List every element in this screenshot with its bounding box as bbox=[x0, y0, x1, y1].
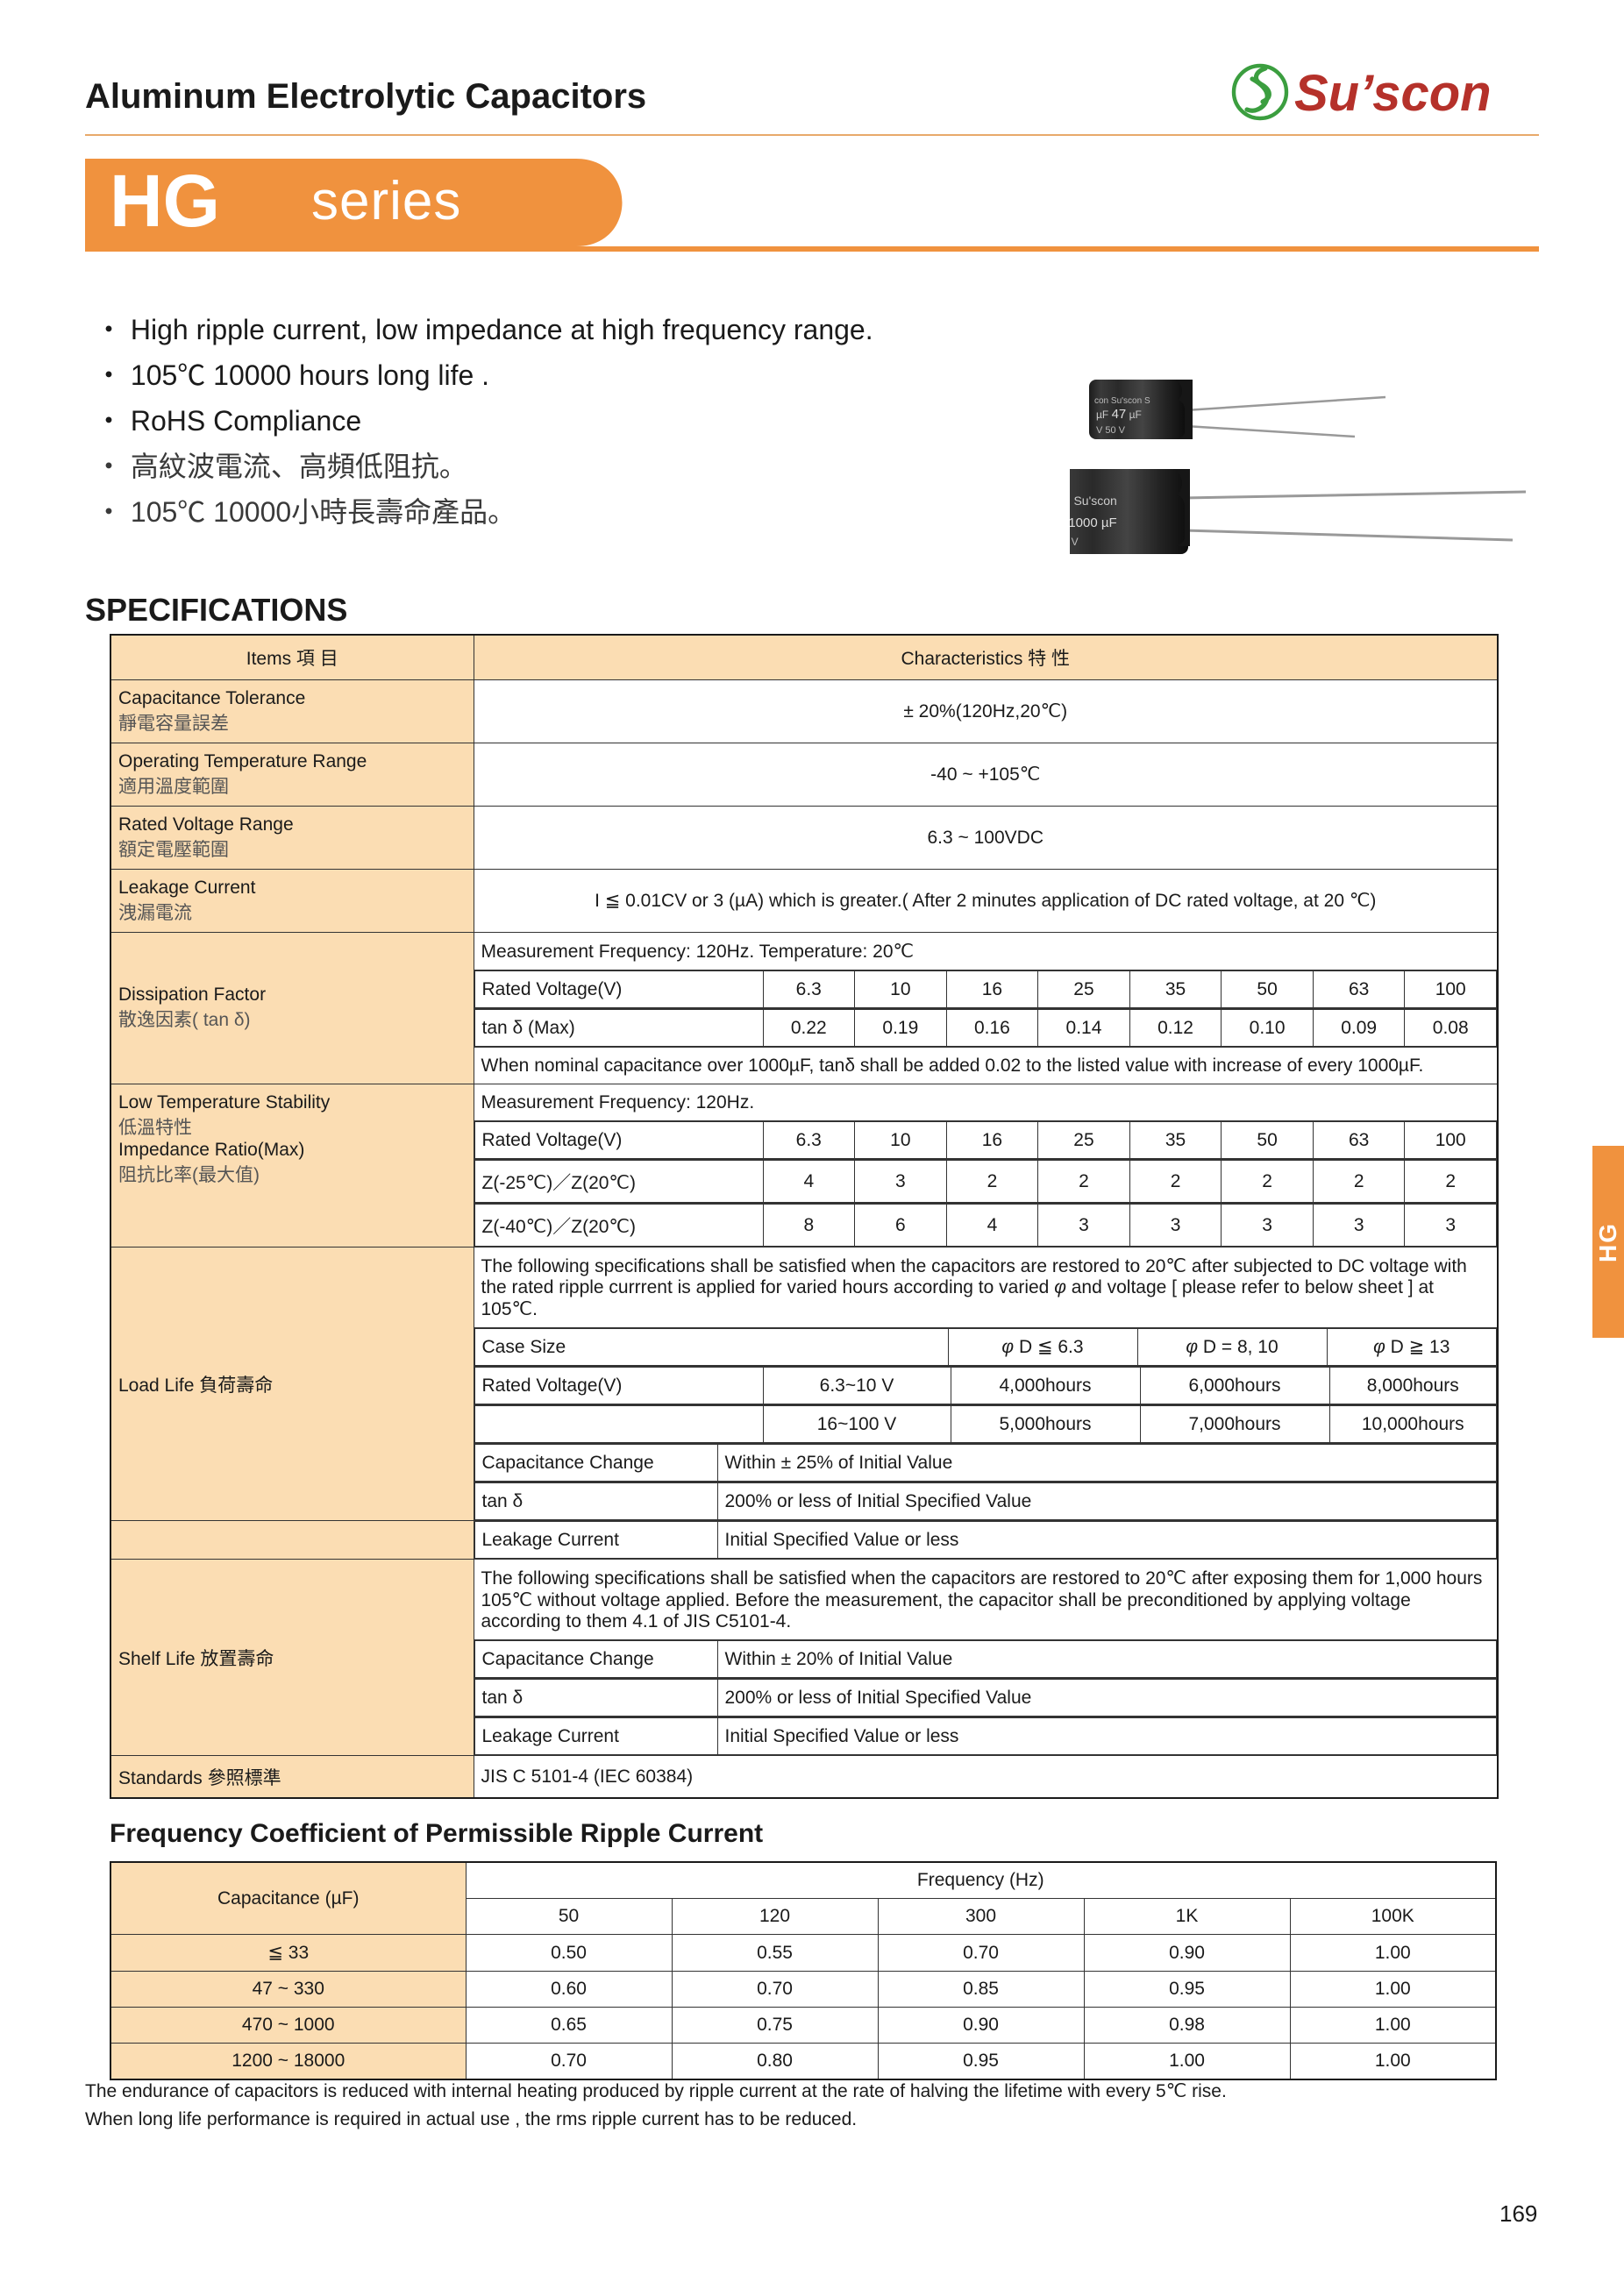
svg-text:16 V: 16 V bbox=[1070, 536, 1079, 548]
svg-text:con Su'scon S: con Su'scon S bbox=[1094, 396, 1150, 406]
svg-text:F 1000 µF: F 1000 µF bbox=[1070, 515, 1117, 530]
svg-text:Su’scon: Su’scon bbox=[1294, 65, 1492, 122]
svg-text:µF 47 µF: µF 47 µF bbox=[1096, 407, 1142, 422]
svg-text:on Su'scon: on Su'scon bbox=[1070, 494, 1117, 508]
svg-text:V 50 V: V 50 V bbox=[1096, 425, 1126, 436]
